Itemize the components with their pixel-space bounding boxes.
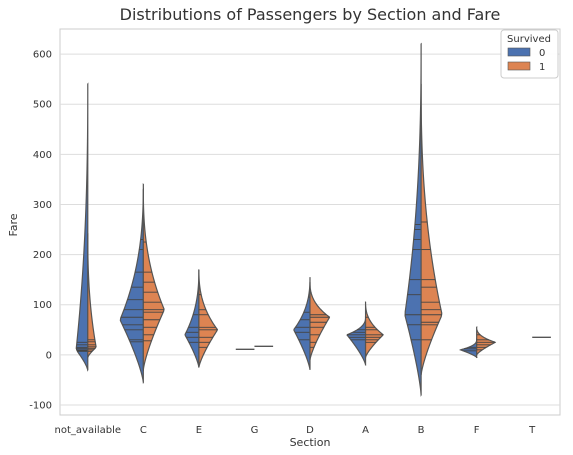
x-tick-label: C [140,425,147,436]
violin-body [75,82,89,372]
violin-half-F-survived-0 [458,337,478,359]
violin-half-F-survived-1 [476,325,497,357]
violin-half-not_available-survived-0 [75,82,89,372]
y-tick-label: 200 [33,250,52,261]
violin-half-A-survived-0 [346,316,367,366]
y-tick-label: 0 [46,350,52,361]
y-tick-label: 300 [33,200,52,211]
violin-half-B-survived-1 [420,83,443,376]
y-axis-label: Fare [7,213,20,236]
x-tick-label: F [474,425,480,436]
violin-half-D-survived-0 [293,277,311,370]
chart-title: Distributions of Passengers by Section a… [120,5,501,24]
y-tick-label: -100 [29,400,52,411]
legend-title: Survived [507,34,551,45]
y-tick-label: 600 [33,50,52,61]
x-tick-label: D [306,425,314,436]
violin-half-A-survived-1 [364,301,384,359]
violin-half-not_available-survived-1 [87,233,97,359]
x-tick-label: G [251,425,259,436]
violin-body [346,316,367,366]
violin-body [87,233,97,359]
legend-swatch-survived-1 [507,61,531,71]
x-tick-label: E [196,425,202,436]
violin-body [476,325,497,357]
legend-swatch-survived-0 [507,47,531,57]
x-axis-ticks: not_available C E G D A B F T [55,425,537,436]
violin-body [293,277,311,370]
x-tick-label: T [528,425,536,436]
x-tick-label: A [362,425,369,436]
y-axis-ticks: -100 0 100 200 300 400 500 600 [29,50,52,412]
legend-entries: 01 [507,47,545,73]
violin-body [198,269,219,368]
violin-half-D-survived-1 [309,282,331,360]
legend: Survived 01 [500,29,559,79]
violin-half-E-survived-1 [198,269,219,368]
legend-entry-label: 1 [539,62,545,73]
y-tick-label: 400 [33,150,52,161]
violins [75,42,551,398]
y-tick-label: 100 [33,300,52,311]
violin-half-C-survived-1 [142,187,165,372]
x-tick-label: B [418,425,425,436]
x-tick-label: not_available [55,425,122,436]
x-axis-label: Section [290,436,331,449]
legend-entry-label: 0 [539,48,545,59]
y-tick-label: 500 [33,100,52,111]
